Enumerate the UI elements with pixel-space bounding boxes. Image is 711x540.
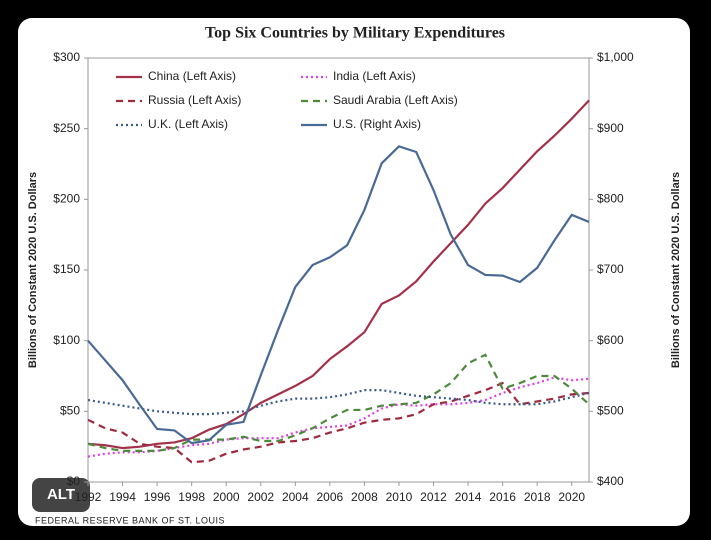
y-tick-label: $250 [53,121,80,135]
x-tick-label: 2006 [317,490,344,504]
series-line [87,353,590,453]
y2-tick-label: $800 [597,192,624,206]
x-tick-label: 2014 [455,490,482,504]
legend-label: U.K. (Left Axis) [148,117,228,131]
source: FEDERAL RESERVE BANK OF ST. LOUIS [35,515,225,525]
y2-tick-label: $900 [597,121,624,135]
y-tick-label: $300 [53,50,80,64]
y-tick-label: $0 [67,474,81,488]
x-tick-label: 2016 [489,490,516,504]
chart-title: Top Six Countries by Military Expenditur… [205,25,505,42]
alt-badge[interactable] [32,478,90,512]
x-tick-label: 2004 [282,490,309,504]
x-tick-label: 2018 [524,490,551,504]
y2-tick-label: $600 [597,333,624,347]
y2-tick-label: $400 [597,474,624,488]
y-tick-label: $100 [53,333,80,347]
series-line [87,376,590,458]
series-line [87,99,590,450]
legend-label: Saudi Arabia (Left Axis) [333,93,458,107]
x-tick-label: 2002 [247,490,274,504]
y-axis-label: Billions of Constant 2020 U.S. Dollars [27,172,39,368]
legend-label: Russia (Left Axis) [148,93,241,107]
x-tick-label: 1996 [144,490,171,504]
x-tick-label: 2008 [351,490,378,504]
series-line [87,145,590,445]
y2-tick-label: $500 [597,404,624,418]
y-tick-label: $150 [53,262,80,276]
x-tick-label: 1994 [109,490,136,504]
x-tick-label: 2000 [213,490,240,504]
x-tick-label: 2020 [558,490,585,504]
y2-tick-label: $1,000 [597,50,634,64]
x-tick-label: 2010 [386,490,413,504]
legend-label: India (Left Axis) [333,69,416,83]
y-tick-label: $50 [60,404,80,418]
alt-badge-text[interactable]: ALT [47,486,75,503]
y-tick-label: $200 [53,192,80,206]
card [18,18,690,526]
y2-tick-label: $700 [597,262,624,276]
y2-axis-label: Billions of Constant 2020 U.S. Dollars [670,172,682,368]
legend-label: China (Left Axis) [148,69,236,83]
x-tick-label: 1992 [75,490,102,504]
x-tick-label: 1998 [178,490,205,504]
x-tick-label: 2012 [420,490,447,504]
legend-label: U.S. (Right Axis) [333,117,421,131]
